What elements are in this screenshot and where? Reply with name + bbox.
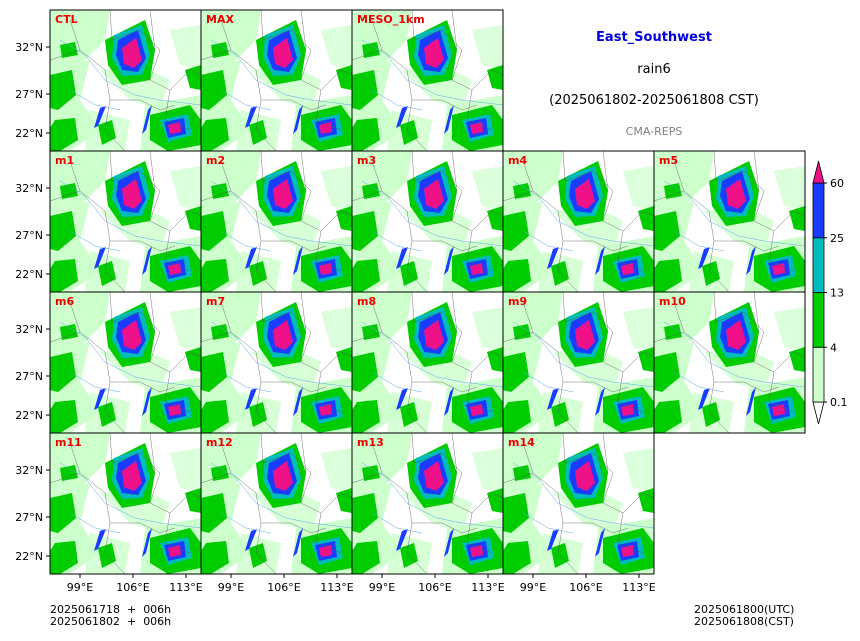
x-tick-label: 106°E: [116, 581, 149, 594]
panel-m8: m8: [351, 291, 504, 434]
panel-m4: m4: [502, 150, 655, 293]
region-title: East_Southwest: [596, 30, 712, 45]
x-tick-label: 113°E: [169, 581, 202, 594]
panel-m1: m1: [49, 150, 202, 293]
rain-field: [50, 433, 201, 574]
rain-field: [201, 292, 352, 433]
colorbar-label: 60: [830, 177, 844, 190]
rain-field: [503, 433, 654, 574]
panel-label: m5: [659, 154, 678, 167]
rain-field: [503, 151, 654, 292]
panel-label: m6: [55, 295, 74, 308]
panel-label: m12: [206, 436, 233, 449]
colorbar-label: 13: [830, 287, 844, 300]
variable-name: rain6: [637, 62, 671, 77]
colorbar-segment: [812, 237, 825, 293]
panel-label: MESO_1km: [357, 13, 425, 26]
colorbar-under-triangle: [812, 401, 825, 425]
y-tick-label: 27°N: [15, 511, 43, 524]
rain-field: [352, 433, 503, 574]
colorbar-segment: [812, 346, 825, 403]
panel-m13: m13: [351, 432, 504, 575]
y-tick-label: 32°N: [15, 464, 43, 477]
panel-label: m4: [508, 154, 527, 167]
valid-time-utc: 2025061800(UTC): [694, 603, 795, 616]
panel-m14: m14: [502, 432, 655, 575]
panel-m10: m10: [653, 291, 806, 434]
panel-label: m14: [508, 436, 535, 449]
panel-m9: m9: [502, 291, 655, 434]
init-time-line-cst: 2025061802 + 006h: [50, 615, 172, 628]
rain-field: [50, 10, 201, 151]
x-tick-label: 113°E: [320, 581, 353, 594]
y-tick-label: 27°N: [15, 88, 43, 101]
valid-period: (2025061802-2025061808 CST): [549, 93, 759, 108]
rain-field: [352, 151, 503, 292]
rain-field: [201, 10, 352, 151]
panel-label: m1: [55, 154, 74, 167]
x-tick-label: 99°E: [520, 581, 546, 594]
rain-field: [201, 151, 352, 292]
panel-label: m3: [357, 154, 376, 167]
panel-label: m7: [206, 295, 225, 308]
init-time-line: 2025061718 + 006h: [50, 603, 172, 616]
rain-field: [654, 292, 805, 433]
panel-label: m13: [357, 436, 384, 449]
panel-frame: [502, 432, 655, 575]
x-tick-label: 99°E: [67, 581, 93, 594]
rain-field: [654, 151, 805, 292]
panel-label: m8: [357, 295, 376, 308]
rain-field: [352, 10, 503, 151]
panel-m2: m2: [200, 150, 353, 293]
colorbar-segment: [812, 292, 825, 348]
panel-label: MAX: [206, 13, 234, 26]
colorbar-label: 4: [830, 341, 837, 354]
panel-m3: m3: [351, 150, 504, 293]
panel-m5: m5: [653, 150, 806, 293]
y-tick-label: 32°N: [15, 323, 43, 336]
y-tick-label: 22°N: [15, 550, 43, 563]
panel-label: m11: [55, 436, 82, 449]
panel-meso-1km: MESO_1km: [351, 9, 504, 152]
y-tick-label: 27°N: [15, 370, 43, 383]
panel-ctl: CTL: [49, 9, 202, 152]
y-tick-label: 32°N: [15, 182, 43, 195]
rain-field: [201, 433, 352, 574]
panel-m11: m11: [49, 432, 202, 575]
x-tick-label: 99°E: [218, 581, 244, 594]
panel-m6: m6: [49, 291, 202, 434]
colorbar-over-triangle: [812, 160, 825, 184]
colorbar: 0.1 4 13 25 60: [812, 160, 848, 425]
panel-frame: [653, 291, 806, 434]
panel-m12: m12: [200, 432, 353, 575]
x-tick-label: 113°E: [622, 581, 655, 594]
x-tick-label: 113°E: [471, 581, 504, 594]
colorbar-label: 25: [830, 232, 844, 245]
panel-m7: m7: [200, 291, 353, 434]
colorbar-label: 0.1: [830, 396, 848, 409]
rain-field: [352, 292, 503, 433]
valid-time-cst: 2025061808(CST): [694, 615, 794, 628]
y-tick-label: 22°N: [15, 127, 43, 140]
colorbar-segment: [812, 182, 825, 239]
rain-field: [503, 292, 654, 433]
panel-label: m2: [206, 154, 225, 167]
rain-field: [50, 292, 201, 433]
y-tick-label: 32°N: [15, 41, 43, 54]
x-tick-label: 106°E: [418, 581, 451, 594]
panel-label: m10: [659, 295, 686, 308]
panel-label: CTL: [55, 13, 78, 26]
system-name: CMA-REPS: [625, 125, 683, 138]
y-tick-label: 22°N: [15, 268, 43, 281]
rain-field: [50, 151, 201, 292]
panel-label: m9: [508, 295, 527, 308]
panel-max: MAX: [200, 9, 353, 152]
y-tick-label: 27°N: [15, 229, 43, 242]
x-tick-label: 99°E: [369, 581, 395, 594]
x-tick-label: 106°E: [569, 581, 602, 594]
x-tick-label: 106°E: [267, 581, 300, 594]
y-tick-label: 22°N: [15, 409, 43, 422]
